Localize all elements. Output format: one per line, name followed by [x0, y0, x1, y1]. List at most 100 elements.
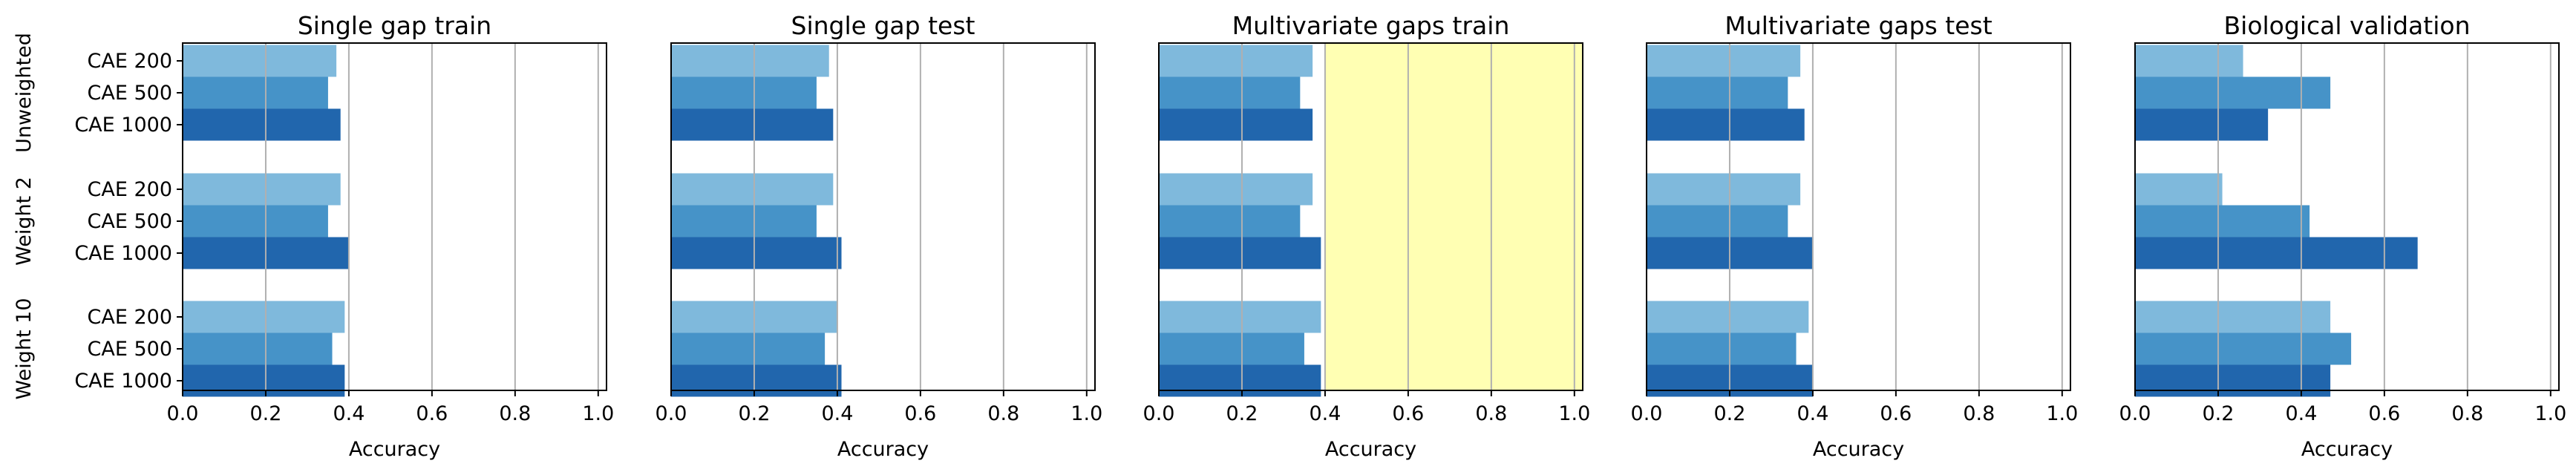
- bar-unweighted-cae-200: [1159, 45, 1313, 77]
- bar-weight-10-cae-500: [1159, 332, 1304, 365]
- bar-unweighted-cae-200: [1647, 45, 1801, 77]
- bar-weight-2-cae-200: [2135, 173, 2223, 206]
- bar-weight-2-cae-200: [1159, 173, 1313, 206]
- y-tick-label: CAE 1000: [74, 370, 172, 393]
- x-tick-label: 0.8: [499, 402, 531, 425]
- x-axis-label: Accuracy: [2301, 438, 2393, 461]
- x-tick-label: 0.4: [333, 402, 365, 425]
- x-tick-label: 0.6: [416, 402, 448, 425]
- x-tick-label: 0.0: [656, 402, 687, 425]
- bar-unweighted-cae-500: [1647, 76, 1788, 109]
- bar-unweighted-cae-500: [671, 76, 817, 109]
- bar-weight-10-cae-1000: [183, 364, 345, 397]
- x-tick-label: 0.0: [1631, 402, 1663, 425]
- bar-weight-10-cae-500: [671, 332, 826, 365]
- y-tick-label: CAE 500: [88, 210, 173, 233]
- y-tick-label: CAE 500: [88, 82, 173, 105]
- bar-weight-10-cae-500: [2135, 332, 2352, 365]
- panel-title: Multivariate gaps train: [1232, 11, 1510, 40]
- bar-unweighted-cae-1000: [1647, 108, 1805, 141]
- bar-unweighted-cae-1000: [1159, 108, 1313, 141]
- panel-title: Single gap test: [791, 11, 975, 40]
- bar-weight-2-cae-200: [183, 173, 341, 206]
- x-axis-label: Accuracy: [1813, 438, 1904, 461]
- x-axis-label: Accuracy: [349, 438, 440, 461]
- bar-weight-2-cae-500: [1159, 205, 1301, 238]
- y-tick-label: CAE 200: [88, 50, 173, 73]
- x-tick-label: 0.0: [2119, 402, 2151, 425]
- x-tick-label: 0.6: [904, 402, 936, 425]
- bar-weight-2-cae-1000: [1159, 237, 1321, 269]
- bar-unweighted-cae-1000: [671, 108, 834, 141]
- x-tick-label: 1.0: [1558, 402, 1590, 425]
- group-label: Unweighted: [13, 33, 36, 153]
- x-tick-label: 0.2: [738, 402, 770, 425]
- bar-weight-2-cae-500: [1647, 205, 1788, 238]
- bar-weight-2-cae-200: [671, 173, 834, 206]
- bar-weight-10-cae-1000: [1159, 364, 1321, 397]
- y-tick-label: CAE 500: [88, 338, 173, 361]
- bar-unweighted-cae-1000: [183, 108, 341, 141]
- group-label: Weight 2: [13, 177, 36, 266]
- x-tick-label: 0.0: [167, 402, 199, 425]
- bar-weight-10-cae-500: [1647, 332, 1797, 365]
- x-tick-label: 0.4: [1309, 402, 1341, 425]
- x-tick-label: 0.8: [2451, 402, 2483, 425]
- panel-1: 0.0 0.2 0.4 0.6 0.8 1.0 Accuracy Single gap tra…: [13, 11, 614, 461]
- bar-weight-2-cae-200: [1647, 173, 1801, 206]
- x-tick-label: 0.4: [2285, 402, 2317, 425]
- axes-frame: [1646, 42, 2071, 391]
- x-tick-label: 0.8: [1963, 402, 1995, 425]
- bar-unweighted-cae-500: [1159, 76, 1301, 109]
- x-tick-label: 0.6: [1880, 402, 1912, 425]
- y-tick-label: CAE 200: [88, 306, 173, 329]
- panel-2: 0.0 0.2 0.4 0.6 0.8 1.0 Accuracy Single gap tes…: [656, 11, 1103, 461]
- bar-unweighted-cae-500: [183, 76, 328, 109]
- bar-weight-2-cae-500: [2135, 205, 2310, 238]
- x-tick-label: 1.0: [2046, 402, 2078, 425]
- panel-3: 0.0 0.2 0.4 0.6 0.8 1.0 Accuracy Multivariate g…: [1143, 11, 1591, 461]
- bar-weight-10-cae-200: [183, 301, 345, 333]
- axes-frame: [2134, 42, 2560, 391]
- x-tick-label: 1.0: [2534, 402, 2566, 425]
- y-tick-label: CAE 200: [88, 178, 173, 201]
- panel-title: Multivariate gaps test: [1725, 11, 1992, 40]
- x-tick-label: 0.2: [2202, 402, 2234, 425]
- bar-weight-10-cae-200: [1647, 301, 1809, 333]
- axes-frame: [670, 42, 1096, 391]
- x-tick-label: 0.2: [1226, 402, 1258, 425]
- x-tick-label: 0.2: [1713, 402, 1745, 425]
- x-tick-label: 1.0: [582, 402, 614, 425]
- bar-weight-10-cae-200: [2135, 301, 2331, 333]
- x-tick-label: 0.8: [1475, 402, 1507, 425]
- axes-frame: [182, 42, 607, 391]
- x-tick-label: 0.4: [1797, 402, 1828, 425]
- bar-unweighted-cae-200: [183, 45, 337, 77]
- bar-weight-10-cae-500: [183, 332, 333, 365]
- axes-frame: [1158, 42, 1583, 391]
- bar-weight-2-cae-500: [183, 205, 328, 238]
- x-axis-label: Accuracy: [1325, 438, 1416, 461]
- panel-4: 0.0 0.2 0.4 0.6 0.8 1.0 Accuracy Multivariate g…: [1631, 11, 2079, 461]
- y-tick-label: CAE 1000: [74, 242, 172, 265]
- panel-5: 0.0 0.2 0.4 0.6 0.8 1.0 Accuracy Biological val…: [2119, 11, 2567, 461]
- bar-weight-10-cae-1000: [2135, 364, 2331, 397]
- bar-weight-2-cae-1000: [2135, 237, 2418, 269]
- bar-unweighted-cae-500: [2135, 76, 2331, 109]
- group-label: Weight 10: [13, 298, 36, 399]
- x-tick-label: 0.6: [1392, 402, 1424, 425]
- x-tick-label: 1.0: [1070, 402, 1102, 425]
- panel-title: Biological validation: [2224, 11, 2471, 40]
- x-tick-label: 0.4: [821, 402, 853, 425]
- bar-unweighted-cae-200: [2135, 45, 2243, 77]
- x-tick-label: 0.6: [2368, 402, 2400, 425]
- x-tick-label: 0.2: [249, 402, 281, 425]
- x-tick-label: 0.0: [1143, 402, 1175, 425]
- panel-title: Single gap train: [298, 11, 491, 40]
- bar-weight-10-cae-1000: [671, 364, 842, 397]
- y-tick-label: CAE 1000: [74, 114, 172, 137]
- bar-unweighted-cae-1000: [2135, 108, 2269, 141]
- bar-weight-2-cae-500: [671, 205, 817, 238]
- bar-unweighted-cae-200: [671, 45, 829, 77]
